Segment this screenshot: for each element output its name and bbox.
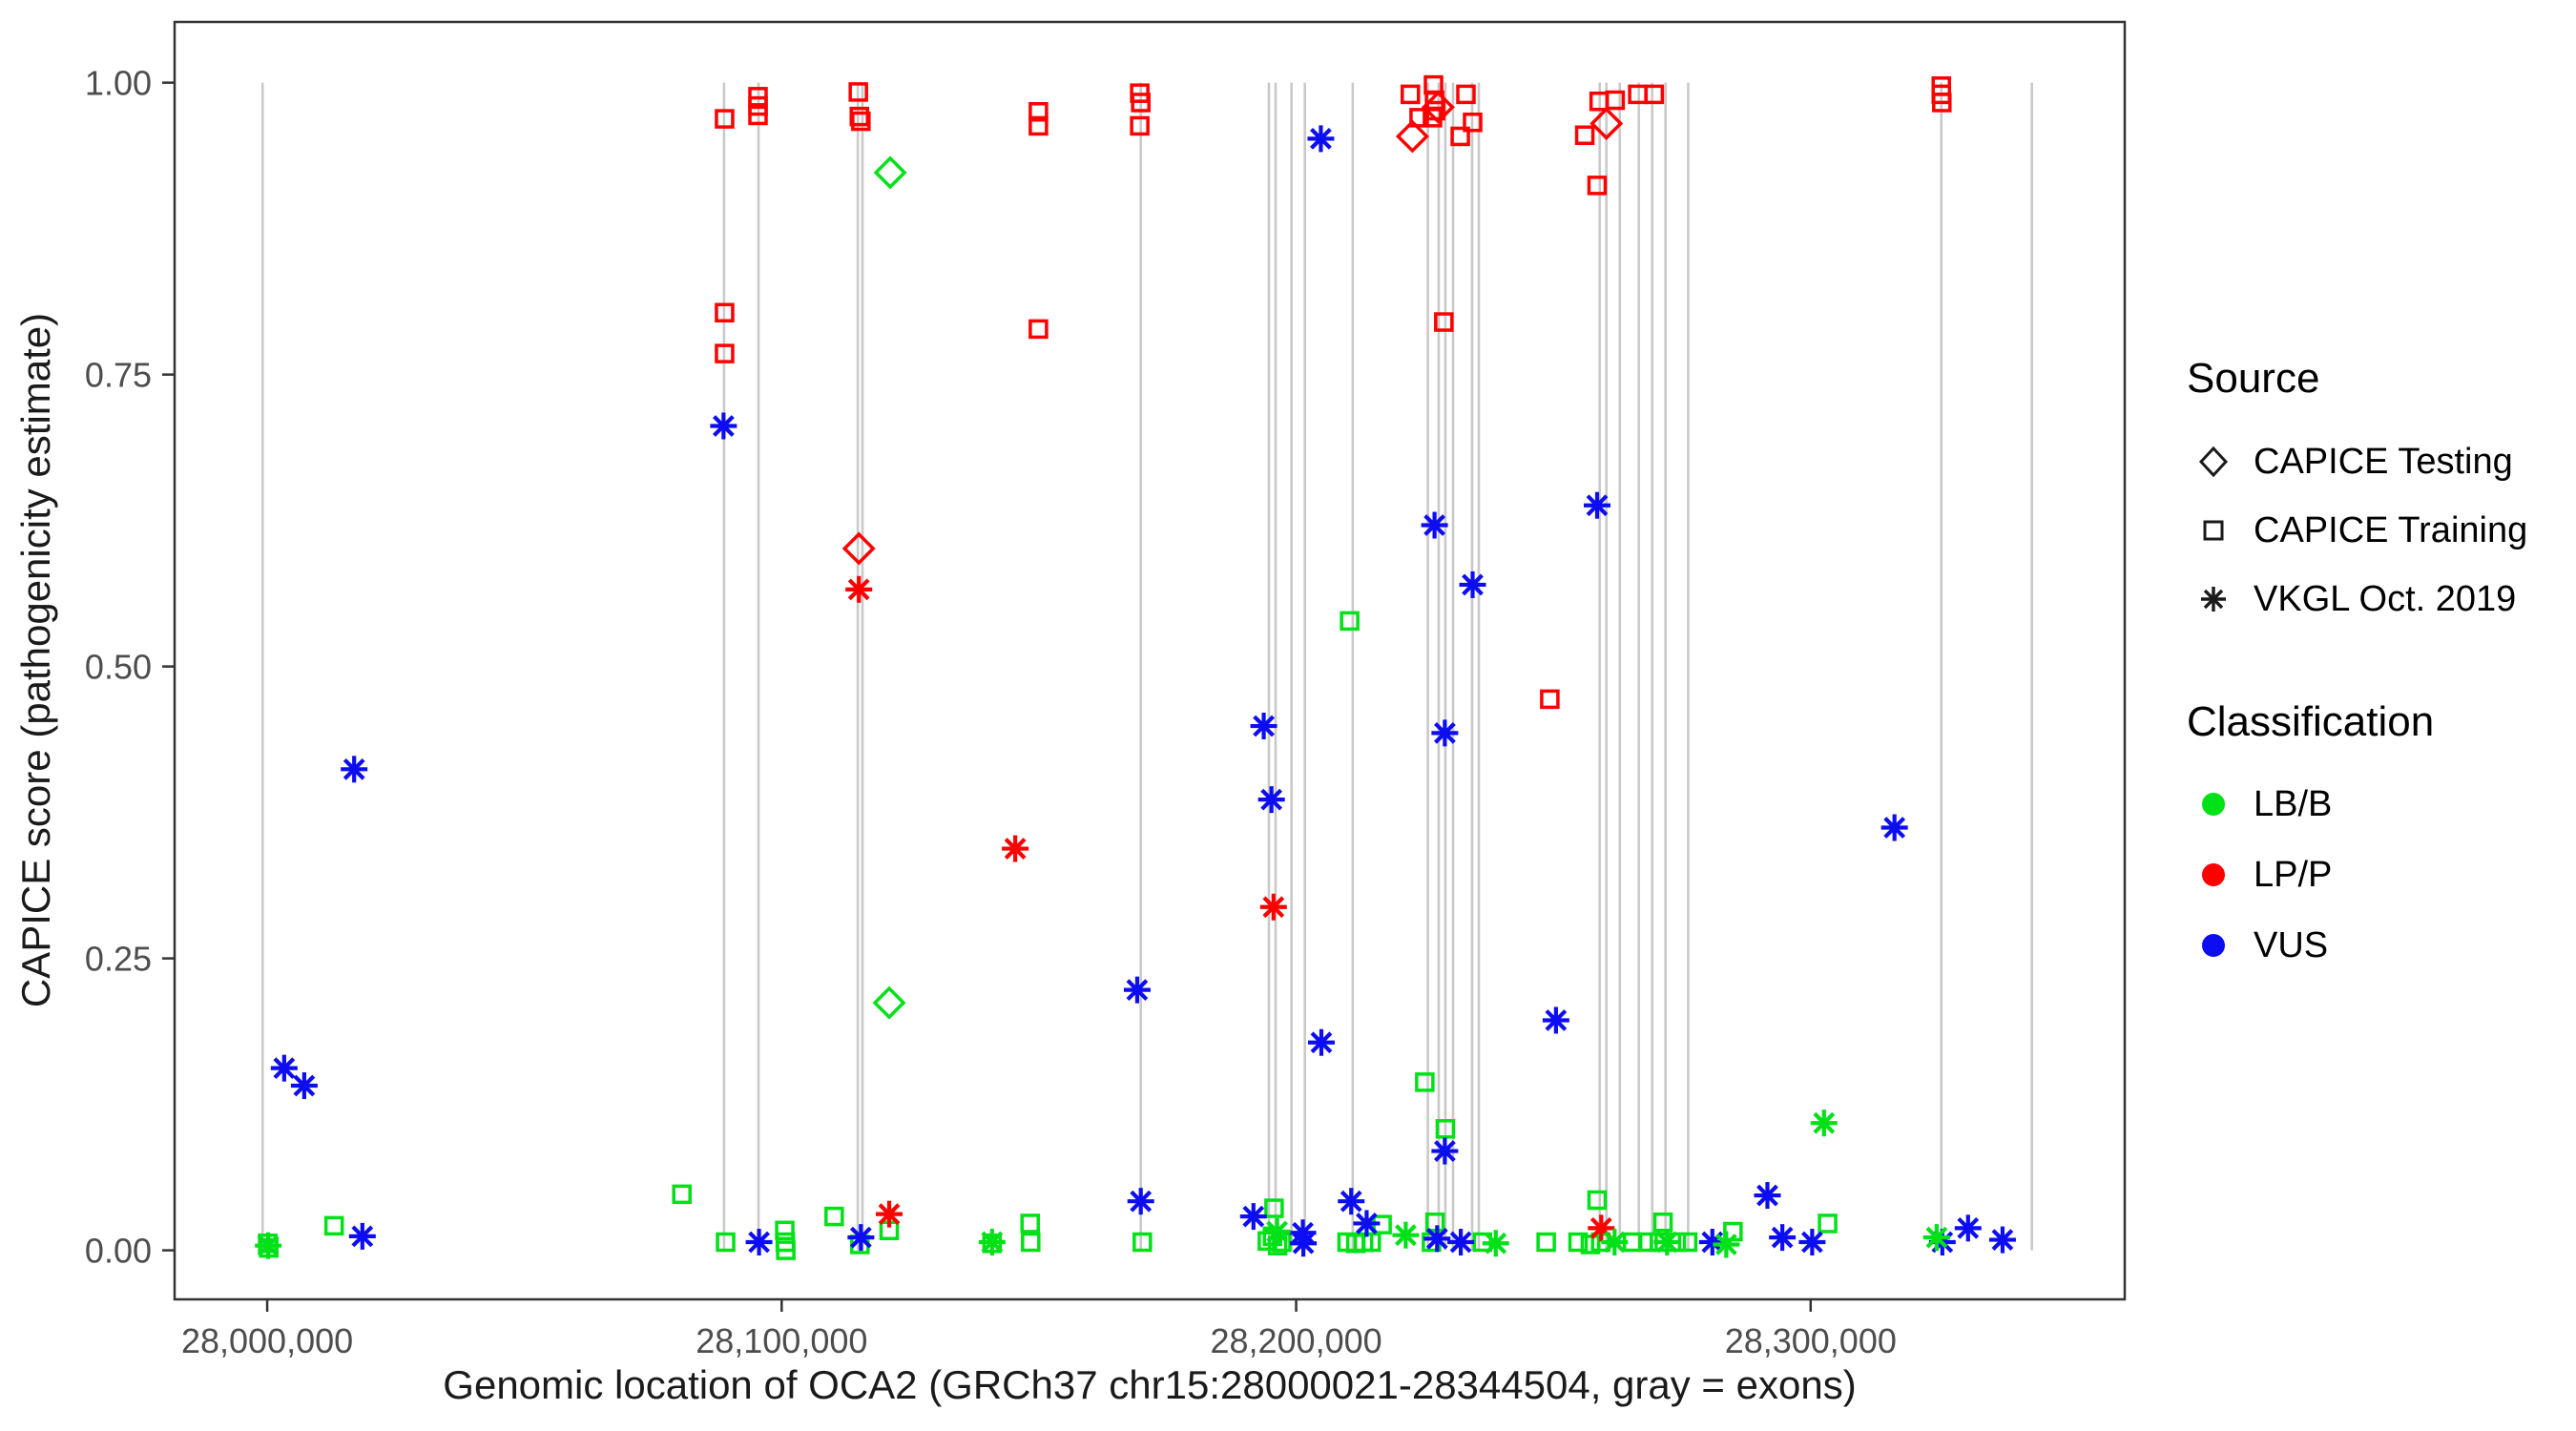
legend-label: CAPICE Testing [2254,441,2513,482]
svg-text:28,000,000: 28,000,000 [181,1321,353,1360]
svg-text:28,100,000: 28,100,000 [696,1321,867,1360]
svg-text:0.00: 0.00 [85,1232,152,1271]
svg-text:1.00: 1.00 [85,64,152,103]
legend-item-vus: VUS [2187,910,2434,981]
svg-text:0.25: 0.25 [85,940,152,979]
legend-item-vkgl: VKGL Oct. 2019 [2187,565,2527,633]
y-axis-title: CAPICE score (pathogenicity estimate) [13,312,58,1008]
series-capice-testing [841,90,1624,1020]
legend-label: CAPICE Training [2254,509,2528,550]
legend-classification-title: Classification [2187,698,2435,745]
legend-item-lbb: LB/B [2187,769,2434,840]
panel-border [173,20,2127,1301]
square-icon [2203,520,2224,541]
series-capice-training [258,74,1952,1260]
dot-icon-vus [2202,934,2225,957]
svg-text:28,300,000: 28,300,000 [1725,1321,1897,1360]
legend-label: LB/B [2254,783,2333,824]
legend-item-capice-testing: CAPICE Testing [2187,427,2527,496]
legend-label: VKGL Oct. 2019 [2254,578,2517,619]
exon-lines [260,82,2033,1251]
dot-icon-lpp [2202,863,2225,886]
legend-item-lpp: LP/P [2187,840,2434,910]
diamond-icon [2198,446,2229,478]
svg-text:0.50: 0.50 [85,648,152,687]
x-axis-title: Genomic location of OCA2 (GRCh37 chr15:2… [443,1362,1857,1407]
svg-text:28,200,000: 28,200,000 [1210,1321,1381,1360]
x-axis-ticks: 28,000,000 28,100,000 28,200,000 28,300,000 [181,1299,1897,1360]
legend-classification: Classification LB/B LP/P VUS [2187,698,2434,981]
legend-item-capice-training: CAPICE Training [2187,496,2527,565]
legend-label: VUS [2254,924,2329,965]
asterisk-icon [2201,587,2226,612]
series-vkgl-oct-2019 [255,125,2016,1259]
legend-source-title: Source [2187,355,2320,402]
y-axis-ticks: 0.00 0.25 0.50 0.75 1.00 [85,64,175,1271]
legend-source: Source CAPICE Testing CAPICE Training VK… [2187,355,2527,633]
dot-icon-lbb [2202,793,2225,816]
legend-label: LP/P [2254,854,2333,895]
svg-text:0.75: 0.75 [85,356,152,395]
